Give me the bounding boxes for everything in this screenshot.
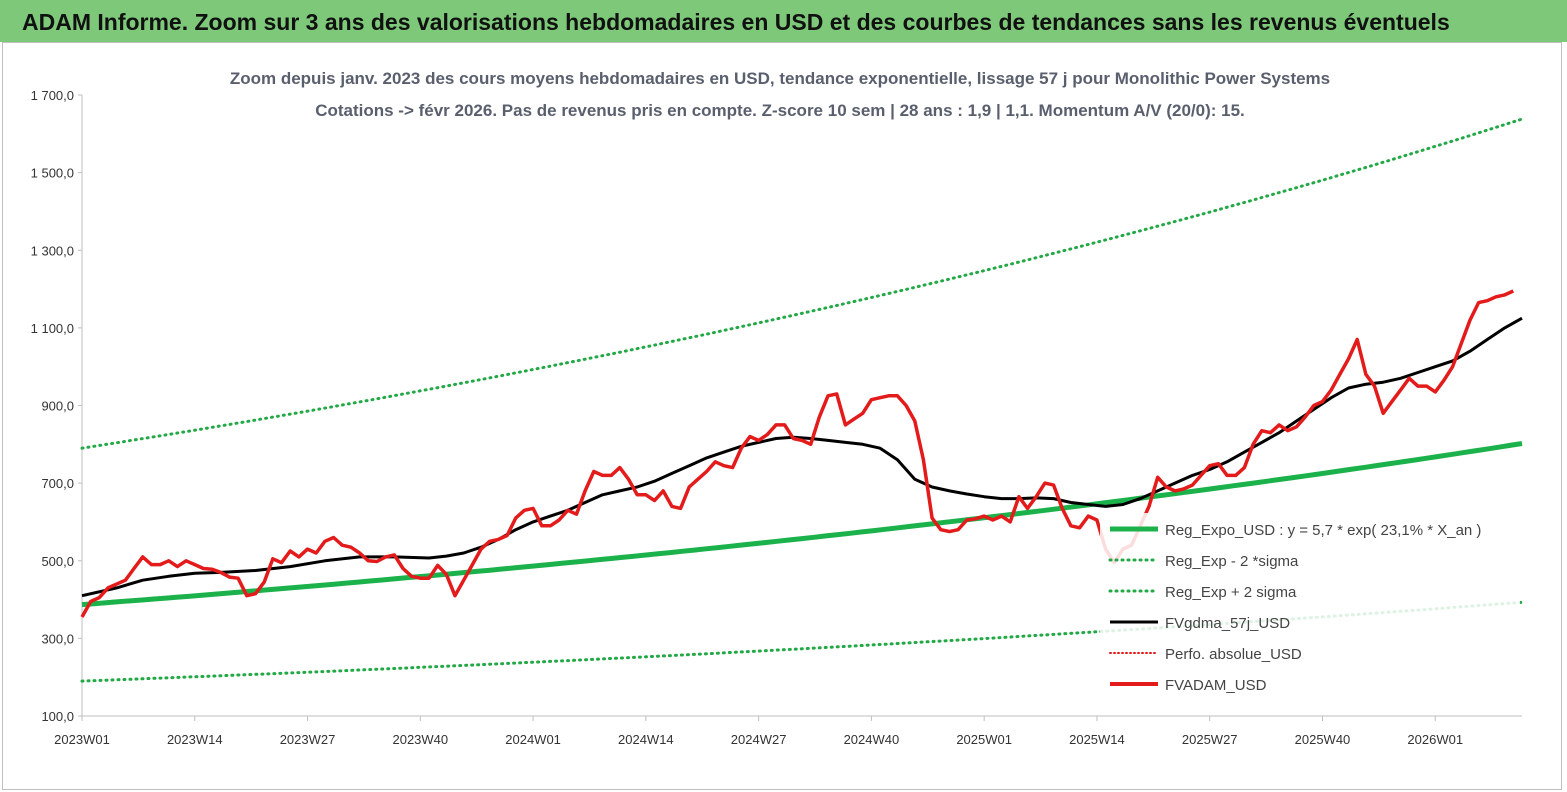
y-axis-ticks: 100,0 300,0 500,0 700,0 900,0 1 100,0 1 300,0 1… — [31, 88, 82, 724]
x-tick-label: 2023W01 — [54, 732, 110, 747]
x-tick-label: 2025W27 — [1182, 732, 1238, 747]
series-fvadam-usd — [80, 289, 1515, 618]
y-tick-label: 500,0 — [41, 554, 74, 569]
y-tick-label: 1 100,0 — [31, 321, 74, 336]
y-tick-label: 1 500,0 — [31, 166, 74, 181]
legend-label-trend: Reg_Expo_USD : y = 5,7 * exp( 23,1% * X_… — [1165, 522, 1481, 539]
plot-lines — [80, 117, 1524, 683]
x-axis-ticks: 2023W01 2023W14 2023W27 2023W40 2024W01 2024W… — [54, 716, 1463, 747]
series-reg-expo-usd — [81, 441, 1523, 608]
legend: Reg_Expo_USD : y = 5,7 * exp( 23,1% * X_… — [1100, 513, 1520, 703]
x-tick-label: 2024W01 — [505, 732, 561, 747]
y-tick-label: 300,0 — [41, 631, 74, 646]
series-reg-exp-plus-2-sigma — [80, 117, 1524, 450]
x-tick-label: 2023W40 — [392, 732, 448, 747]
y-tick-label: 700,0 — [41, 476, 74, 491]
x-tick-label: 2024W27 — [731, 732, 787, 747]
legend-label-minus: Reg_Exp - 2 *sigma — [1165, 553, 1299, 570]
legend-label-perfo: Perfo. absolue_USD — [1165, 646, 1302, 663]
y-tick-label: 1 300,0 — [31, 243, 74, 258]
x-tick-label: 2024W14 — [618, 732, 674, 747]
x-tick-label: 2023W27 — [280, 732, 336, 747]
legend-label-smooth: FVgdma_57j_USD — [1165, 615, 1290, 632]
x-tick-label: 2025W40 — [1295, 732, 1351, 747]
report-banner: ADAM Informe. Zoom sur 3 ans des valoris… — [0, 0, 1567, 42]
x-tick-label: 2025W14 — [1069, 732, 1125, 747]
chart-title-line2: Cotations -> févr 2026. Pas de revenus p… — [315, 101, 1245, 120]
legend-label-plus: Reg_Exp + 2 sigma — [1165, 584, 1297, 601]
legend-label-price: FVADAM_USD — [1165, 677, 1267, 694]
chart-title-line1: Zoom depuis janv. 2023 des cours moyens … — [230, 69, 1330, 88]
y-tick-label: 1 700,0 — [31, 88, 74, 103]
legend-background — [1100, 513, 1520, 703]
x-tick-label: 2025W01 — [956, 732, 1012, 747]
x-tick-label: 2026W01 — [1407, 732, 1463, 747]
x-tick-label: 2024W40 — [844, 732, 900, 747]
y-tick-label: 900,0 — [41, 399, 74, 414]
report-title: ADAM Informe. Zoom sur 3 ans des valoris… — [22, 9, 1450, 35]
x-tick-label: 2023W14 — [167, 732, 223, 747]
y-tick-label: 100,0 — [41, 709, 74, 724]
